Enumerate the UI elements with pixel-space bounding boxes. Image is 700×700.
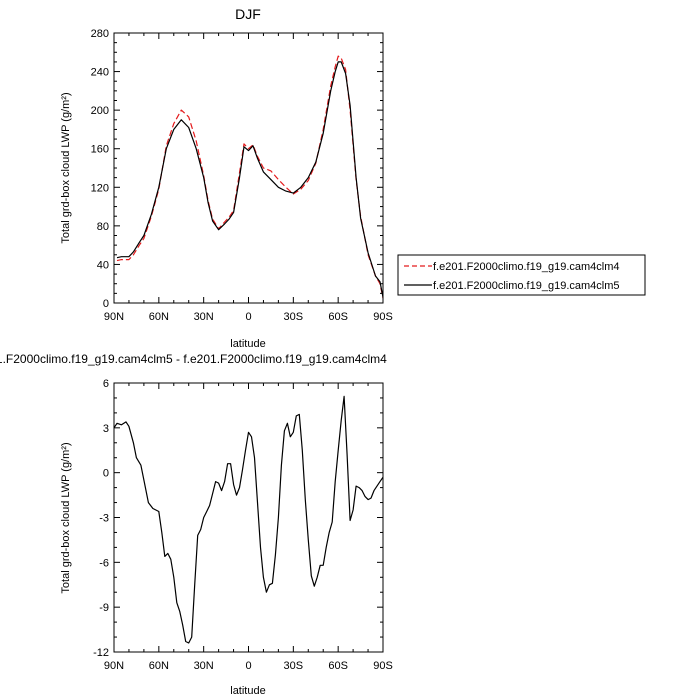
bottom-x-tick-label: 90S — [373, 660, 393, 672]
legend: f.e201.F2000climo.f19_g19.cam4clm4 f.e20… — [397, 254, 646, 296]
top-x-tick-label: 30N — [194, 311, 214, 323]
top-plot-frame — [113, 32, 384, 304]
bottom-x-tick-label: 90N — [104, 660, 124, 672]
bottom-x-tick-label: 0 — [245, 660, 251, 672]
bottom-series-line-0 — [113, 395, 384, 644]
top-y-tick-label: 120 — [91, 182, 109, 194]
top-x-tick-label: 90S — [373, 311, 393, 323]
bottom-chart-title: f.e201.F2000climo.f19_g19.cam4clm5 - f.e… — [0, 352, 387, 366]
top-panel: DJF 90N 60N 30N 0 30S 60S 90S 0 40 80 120 160 200 240… — [60, 6, 646, 350]
top-series-line-0 — [116, 55, 384, 299]
top-y-tick-label: 80 — [97, 221, 109, 233]
bottom-y-tick-label: -12 — [93, 647, 109, 659]
bottom-y-tick-label: -3 — [99, 513, 109, 525]
top-y-tick-label: 200 — [91, 105, 109, 117]
top-chart-title: DJF — [235, 6, 261, 22]
top-y-tick-label: 40 — [97, 259, 109, 271]
top-x-axis-label: latitude — [230, 338, 265, 350]
top-x-tick-label: 60N — [149, 311, 169, 323]
bottom-y-tick-label: 6 — [103, 378, 109, 390]
bottom-y-tick-label: -6 — [99, 557, 109, 569]
legend-frame — [397, 254, 646, 296]
top-plot-area: 90N 60N 30N 0 30S 60S 90S 0 40 80 120 160 200 240 280 — [91, 28, 393, 323]
top-x-tick-label: 30S — [284, 311, 304, 323]
top-y-axis-label: Total grd-box cloud LWP (g/m²) — [60, 92, 72, 243]
bottom-x-axis-label: latitude — [230, 685, 265, 697]
bottom-panel: f.e201.F2000climo.f19_g19.cam4clm5 - f.e… — [0, 352, 393, 697]
bottom-y-tick-label: 3 — [103, 423, 109, 435]
bottom-x-tick-label: 60S — [328, 660, 348, 672]
bottom-y-axis-label: Total grd-box cloud LWP (g/m²) — [60, 442, 72, 593]
top-series-line-1 — [116, 61, 384, 298]
bottom-y-tick-label: 0 — [103, 468, 109, 480]
bottom-x-tick-label: 60N — [149, 660, 169, 672]
bottom-y-tick-label: -9 — [99, 602, 109, 614]
bottom-plot-frame — [113, 382, 384, 653]
bottom-x-tick-label: 30N — [194, 660, 214, 672]
legend-label-clm4: f.e201.F2000climo.f19_g19.cam4clm4 — [433, 261, 620, 273]
top-x-tick-label: 0 — [245, 311, 251, 323]
bottom-x-tick-label: 30S — [284, 660, 304, 672]
bottom-plot-area: 90N 60N 30N 0 30S 60S 90S -12 -9 -6 -3 0 3 6 — [93, 378, 393, 672]
top-y-tick-label: 0 — [103, 298, 109, 310]
top-y-tick-label: 280 — [91, 28, 109, 40]
legend-label-clm5: f.e201.F2000climo.f19_g19.cam4clm5 — [433, 280, 620, 292]
top-x-tick-label: 90N — [104, 311, 124, 323]
top-y-tick-label: 160 — [91, 144, 109, 156]
top-x-tick-label: 60S — [328, 311, 348, 323]
top-y-tick-label: 240 — [91, 67, 109, 79]
